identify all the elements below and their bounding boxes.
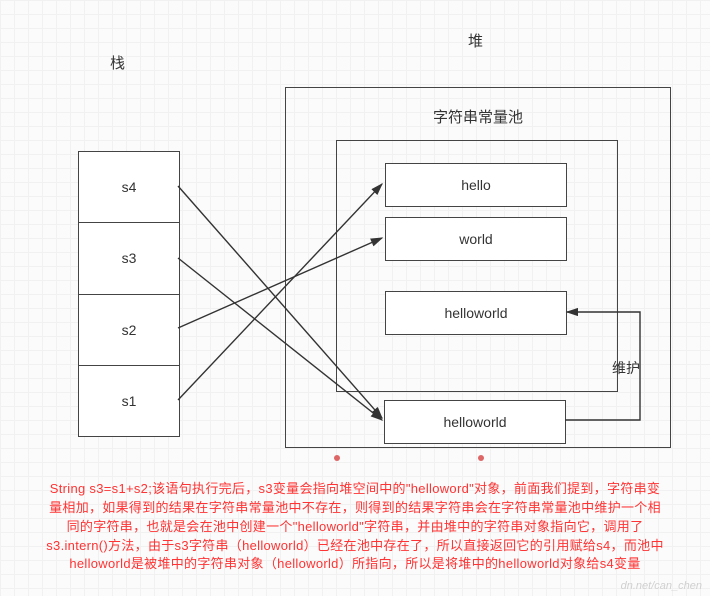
stack-box: s4 s3 s2 s1 [78,151,180,437]
pool-item-hello: hello [385,163,567,207]
pool-title: 字符串常量池 [286,106,670,127]
stack-cell-s3: s3 [79,223,179,294]
string-pool-box: hello world helloworld [336,140,618,392]
watermark: dn.net/can_chen [621,580,702,592]
stack-label: 栈 [110,52,125,73]
pool-item-world: world [385,217,567,261]
stack-cell-s1: s1 [79,366,179,436]
heap-object-helloworld: helloworld [384,400,566,444]
heap-box: 字符串常量池 hello world helloworld 维护 hellowo… [285,87,671,448]
stack-cell-s2: s2 [79,295,179,366]
stack-cell-s4: s4 [79,152,179,223]
pool-item-helloworld: helloworld [385,291,567,335]
description-text: String s3=s1+s2;该语句执行完后，s3变量会指向堆空间中的"hel… [44,480,666,574]
heap-label: 堆 [468,30,483,51]
maintain-label: 维护 [612,358,640,378]
connector-dot [334,455,340,461]
connector-dot [478,455,484,461]
